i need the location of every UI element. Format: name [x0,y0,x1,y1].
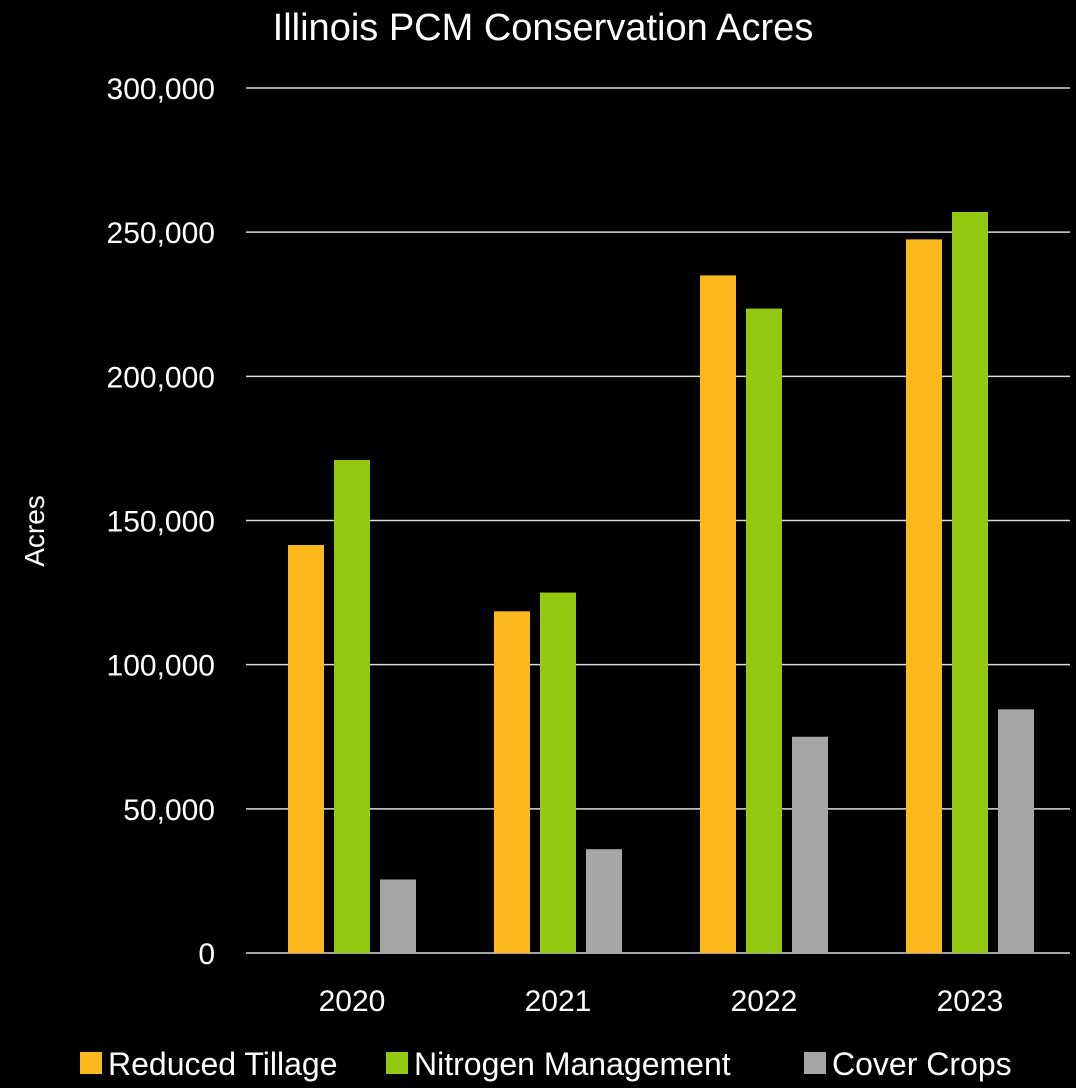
y-tick-label: 200,000 [107,361,215,394]
bar-nitrogen-management-2021 [540,592,576,953]
y-axis-ticks: 0 50,000 100,000 150,000 200,000 250,000 300,0… [107,73,215,971]
chart-title: Illinois PCM Conservation Acres [273,7,814,49]
y-tick-label: 0 [198,938,215,971]
x-tick-label: 2021 [525,985,592,1018]
bar-reduced-tillage-2020 [288,545,324,953]
bar-cover-crops-2022 [792,736,828,953]
y-tick-label: 150,000 [107,506,215,539]
bar-nitrogen-management-2023 [952,211,988,953]
legend-label: Cover Crops [832,1046,1012,1082]
gridlines [246,87,1070,954]
y-axis-label: Acres [19,495,50,567]
legend-swatch [80,1052,102,1074]
bar-reduced-tillage-2023 [906,239,942,953]
y-tick-label: 250,000 [107,217,215,250]
x-tick-label: 2022 [731,985,798,1018]
legend-label: Reduced Tillage [108,1046,337,1082]
bar-cover-crops-2020 [380,879,416,953]
bar-reduced-tillage-2022 [700,275,736,954]
bar-cover-crops-2021 [586,849,622,953]
y-tick-label: 300,000 [107,73,215,106]
y-tick-label: 50,000 [123,794,215,827]
bar-cover-crops-2023 [998,709,1034,953]
bars [288,211,1034,954]
bar-nitrogen-management-2022 [746,308,782,953]
legend-swatch [386,1052,408,1074]
x-tick-label: 2020 [319,985,386,1018]
bar-reduced-tillage-2021 [494,611,530,953]
legend-swatch [804,1052,826,1074]
bar-nitrogen-management-2020 [334,459,370,953]
y-tick-label: 100,000 [107,650,215,683]
x-axis-ticks: 2020 2021 2022 2023 [319,985,1004,1018]
x-tick-label: 2023 [937,985,1004,1018]
legend-label: Nitrogen Management [414,1046,731,1082]
legend: Reduced Tillage Nitrogen Management Cover … [80,1046,1012,1082]
